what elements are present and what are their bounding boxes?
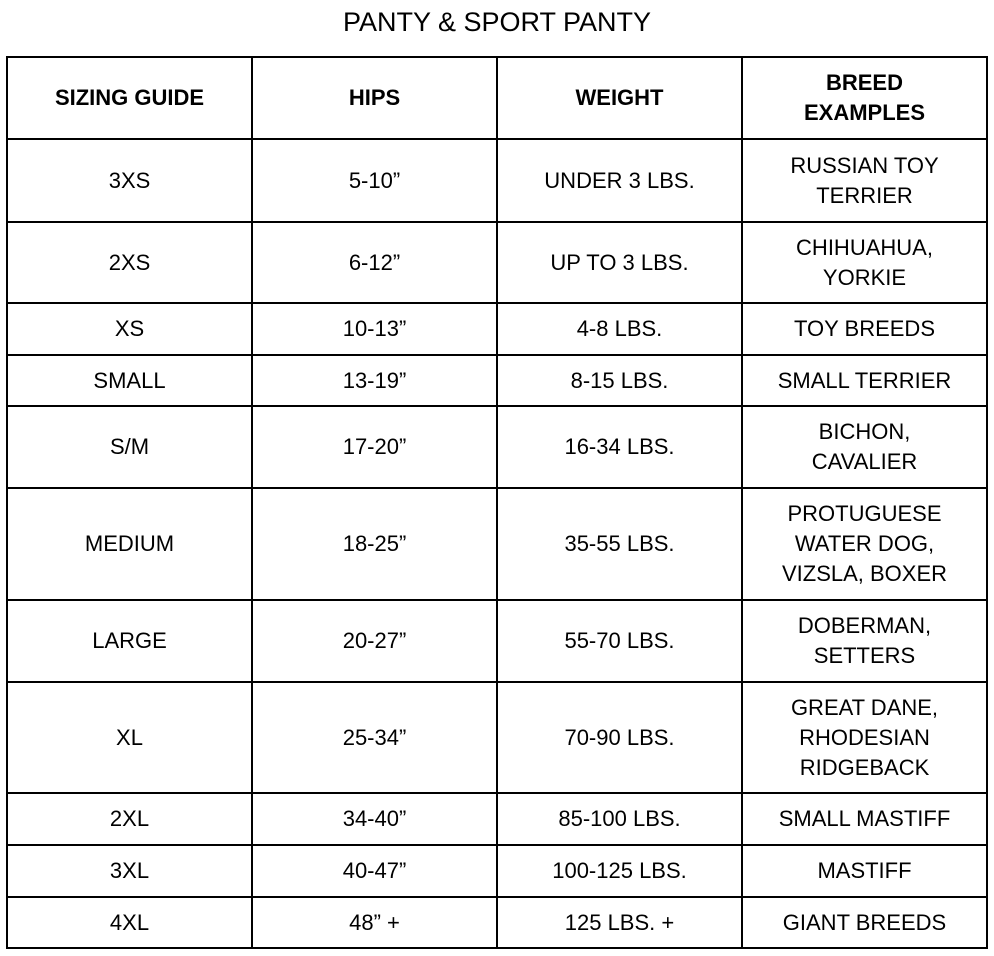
cell-hips: 17-20”	[251, 405, 498, 489]
table-row: 2XS 6-12” UP TO 3 LBS. CHIHUAHUA, YORKIE	[6, 221, 988, 304]
cell-hips: 18-25”	[251, 487, 498, 601]
sizing-table: SIZING GUIDE HIPS WEIGHT BREED EXAMPLES …	[6, 56, 988, 949]
cell-weight: 85-100 LBS.	[496, 792, 743, 846]
cell-size: 2XL	[6, 792, 253, 846]
cell-hips: 40-47”	[251, 844, 498, 898]
cell-hips: 20-27”	[251, 599, 498, 683]
cell-breed-examples: MASTIFF	[741, 844, 988, 898]
cell-hips: 48” +	[251, 896, 498, 949]
cell-size: SMALL	[6, 354, 253, 407]
table-row: S/M 17-20” 16-34 LBS. BICHON, CAVALIER	[6, 405, 988, 489]
cell-hips: 6-12”	[251, 221, 498, 304]
page-title: PANTY & SPORT PANTY	[342, 7, 652, 37]
cell-weight: 70-90 LBS.	[496, 681, 743, 794]
cell-breed-examples: SMALL MASTIFF	[741, 792, 988, 846]
table-row: 4XL 48” +125 LBS. + GIANT BREEDS	[6, 896, 988, 949]
cell-size: 4XL	[6, 896, 253, 949]
table-row: 3XS 5-10” UNDER 3 LBS. RUSSIAN TOY TERRIER	[6, 138, 988, 223]
cell-size: MEDIUM	[6, 487, 253, 601]
cell-breed-examples: GIANT BREEDS	[741, 896, 988, 949]
table-row: MEDIUM 18-25” 35-55 LBS. PROTUGUESE WATER D…	[6, 487, 988, 601]
cell-weight: UNDER 3 LBS.	[496, 138, 743, 223]
table-row: SMALL 13-19” 8-15 LBS. SMALL TERRIER	[6, 354, 988, 407]
cell-breed-examples: CHIHUAHUA, YORKIE	[741, 221, 988, 304]
cell-hips: 10-13”	[251, 302, 498, 356]
cell-breed-examples: RUSSIAN TOY TERRIER	[741, 138, 988, 223]
cell-weight: UP TO 3 LBS.	[496, 221, 743, 304]
cell-size: 2XS	[6, 221, 253, 304]
cell-weight: 100-125 LBS.	[496, 844, 743, 898]
cell-breed-examples: SMALL TERRIER	[741, 354, 988, 407]
cell-weight: 8-15 LBS.	[496, 354, 743, 407]
cell-breed-examples: DOBERMAN, SETTERS	[741, 599, 988, 683]
cell-breed-examples: TOY BREEDS	[741, 302, 988, 356]
cell-weight: 55-70 LBS.	[496, 599, 743, 683]
table-row: 3XL 40-47” 100-125 LBS. MASTIFF	[6, 844, 988, 898]
header-breed-examples: BREED EXAMPLES	[741, 56, 988, 140]
table-row: LARGE 20-27” 55-70 LBS. DOBERMAN, SETTERS	[6, 599, 988, 683]
cell-weight: 125 LBS. +	[496, 896, 743, 949]
table-row: 2XL 34-40” 85-100 LBS. SMALL MASTIFF	[6, 792, 988, 846]
table-header-row: SIZING GUIDE HIPS WEIGHT BREED EXAMPLES	[6, 56, 988, 140]
cell-hips: 25-34”	[251, 681, 498, 794]
cell-hips: 5-10”	[251, 138, 498, 223]
cell-breed-examples: PROTUGUESE WATER DOG, VIZSLA, BOXER	[741, 487, 988, 601]
header-sizing-guide: SIZING GUIDE	[6, 56, 253, 140]
header-hips: HIPS	[251, 56, 498, 140]
cell-size: 3XL	[6, 844, 253, 898]
cell-hips: 34-40”	[251, 792, 498, 846]
table-row: XS 10-13” 4-8 LBS. TOY BREEDS	[6, 302, 988, 356]
cell-weight: 4-8 LBS.	[496, 302, 743, 356]
header-weight: WEIGHT	[496, 56, 743, 140]
cell-size: XL	[6, 681, 253, 794]
cell-hips: 13-19”	[251, 354, 498, 407]
cell-weight: 35-55 LBS.	[496, 487, 743, 601]
table-row: XL 25-34” 70-90 LBS. GREAT DANE, RHODESIAN …	[6, 681, 988, 794]
cell-size: XS	[6, 302, 253, 356]
cell-size: 3XS	[6, 138, 253, 223]
cell-breed-examples: GREAT DANE, RHODESIAN RIDGEBACK	[741, 681, 988, 794]
cell-breed-examples: BICHON, CAVALIER	[741, 405, 988, 489]
cell-size: LARGE	[6, 599, 253, 683]
cell-size: S/M	[6, 405, 253, 489]
cell-weight: 16-34 LBS.	[496, 405, 743, 489]
